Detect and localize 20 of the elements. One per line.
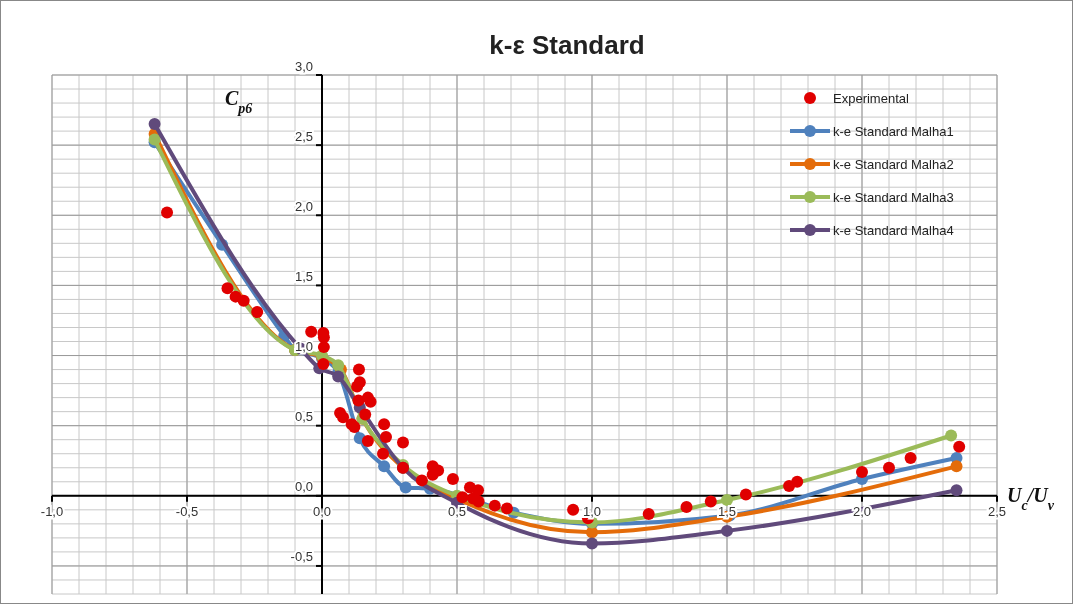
legend-label: k-e Standard Malha4 (833, 222, 954, 238)
legend-label: k-e Standard Malha1 (833, 123, 954, 139)
legend-label: k-e Standard Malha3 (833, 189, 954, 205)
x-tick-label: 0,5 (447, 503, 467, 519)
y-tick-label: 2,0 (294, 198, 313, 214)
y-tick-label: 3,0 (294, 58, 313, 74)
y-tick-label: 2,5 (294, 128, 313, 144)
x-axis-title: U$_{c}$/U$_{v}$ (1007, 483, 1055, 513)
y-tick-label: 0,0 (294, 479, 313, 495)
y-axis-title: C$_{p6}$ (225, 87, 253, 116)
x-tick-label: 1,0 (582, 503, 602, 519)
legend-label: Experimental (833, 90, 909, 106)
x-tick-label: 2,5 (987, 503, 1007, 519)
y-tick-label: -0,5 (290, 549, 313, 565)
y-tick-label: 0,5 (294, 409, 313, 425)
x-tick-label: -0,5 (175, 503, 199, 519)
x-tick-label: -1,0 (40, 503, 64, 519)
y-tick-label: 1,5 (294, 268, 313, 284)
chart-title: k-ε Standard (489, 30, 645, 60)
legend-label: k-e Standard Malha2 (833, 156, 954, 172)
